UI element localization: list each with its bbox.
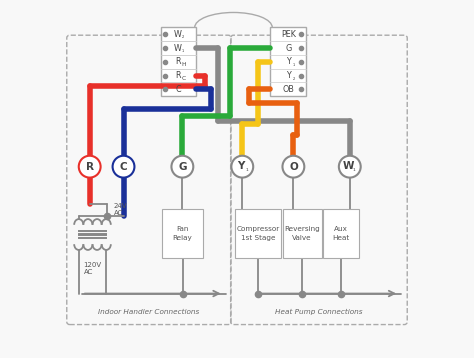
Text: 120V
AC: 120V AC [84, 262, 102, 275]
Circle shape [231, 156, 253, 178]
Circle shape [113, 156, 135, 178]
Text: 24V
AC: 24V AC [114, 203, 127, 216]
Text: R: R [175, 57, 181, 66]
Circle shape [339, 156, 361, 178]
Text: O: O [289, 162, 298, 172]
Circle shape [172, 156, 193, 178]
Text: Aux
Heat: Aux Heat [332, 226, 350, 241]
Text: Compressor
1st Stage: Compressor 1st Stage [237, 226, 280, 241]
Text: ₂: ₂ [293, 76, 295, 81]
FancyBboxPatch shape [162, 209, 203, 258]
Text: C: C [175, 85, 181, 94]
Text: ₁: ₁ [246, 166, 248, 172]
FancyBboxPatch shape [283, 209, 321, 258]
Text: ₁: ₁ [182, 48, 184, 53]
FancyBboxPatch shape [323, 209, 359, 258]
FancyBboxPatch shape [235, 209, 281, 258]
Text: G: G [286, 44, 292, 53]
Text: C: C [182, 76, 185, 81]
Text: R: R [175, 71, 181, 80]
Text: PEK: PEK [282, 30, 296, 39]
Circle shape [283, 156, 304, 178]
Text: Y: Y [237, 161, 244, 171]
Text: Y: Y [286, 57, 291, 66]
Text: Fan
Relay: Fan Relay [173, 226, 192, 241]
Circle shape [79, 156, 100, 178]
Text: Heat Pump Connections: Heat Pump Connections [275, 309, 363, 315]
Text: W: W [342, 161, 354, 171]
Text: Indoor Handler Connections: Indoor Handler Connections [98, 309, 200, 315]
Text: W: W [174, 30, 182, 39]
Text: H: H [181, 62, 186, 67]
Text: OB: OB [283, 85, 295, 94]
Text: Y: Y [286, 71, 291, 80]
Text: G: G [178, 162, 187, 172]
Text: ₁: ₁ [353, 166, 356, 172]
FancyBboxPatch shape [161, 28, 196, 96]
FancyBboxPatch shape [271, 28, 306, 96]
Text: ₁: ₁ [293, 62, 295, 67]
Text: ₂: ₂ [182, 34, 184, 39]
Text: R: R [86, 162, 94, 172]
Text: Reversing
Valve: Reversing Valve [284, 226, 320, 241]
Text: W: W [174, 44, 182, 53]
Text: C: C [120, 162, 128, 172]
